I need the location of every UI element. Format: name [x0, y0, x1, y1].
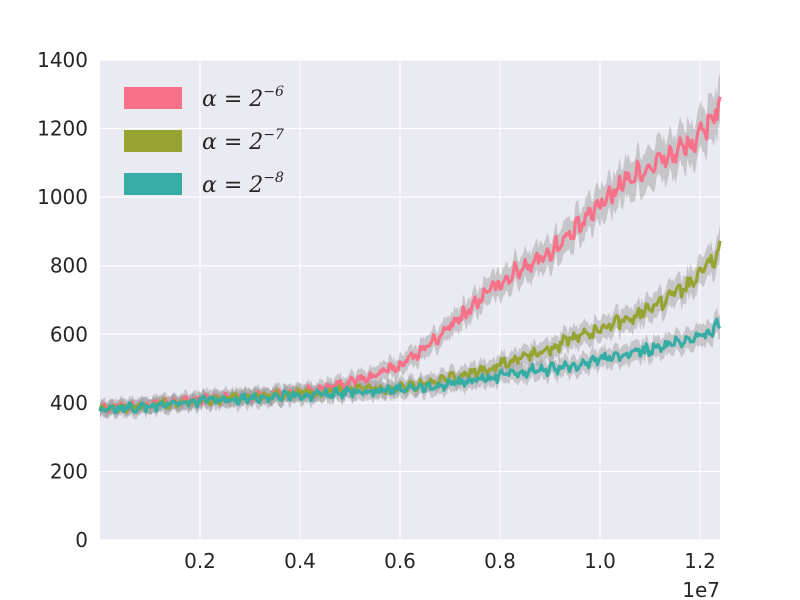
legend-label: α = 2−7 — [202, 127, 284, 155]
x-tick-label: 1.2 — [684, 549, 716, 573]
y-tick-label: 200 — [50, 459, 88, 483]
y-tick-label: 800 — [50, 254, 88, 278]
legend-label: α = 2−6 — [202, 84, 284, 112]
legend-label: α = 2−8 — [202, 170, 284, 198]
legend-swatch — [124, 130, 182, 152]
y-tick-label: 0 — [75, 528, 88, 552]
x-multiplier-label: 1e7 — [682, 578, 720, 600]
y-tick-label: 1000 — [37, 185, 88, 209]
y-tick-label: 1200 — [37, 117, 88, 141]
x-tick-label: 0.6 — [384, 549, 416, 573]
x-tick-label: 0.8 — [484, 549, 516, 573]
x-tick-labels: 0.2 0.4 0.6 0.8 1.0 1.2 — [184, 549, 716, 573]
legend-swatch — [124, 173, 182, 195]
legend: α = 2−6 α = 2−7 α = 2−8 — [124, 84, 284, 198]
y-tick-label: 1400 — [37, 48, 88, 72]
grid — [100, 59, 720, 541]
plot-background — [100, 60, 720, 540]
series-band — [100, 72, 720, 420]
x-tick-label: 0.2 — [184, 549, 216, 573]
x-tick-label: 0.4 — [284, 549, 316, 573]
series-band — [100, 307, 720, 420]
y-tick-labels: 0 200 400 600 800 1000 1200 1400 — [37, 48, 88, 552]
y-tick-label: 400 — [50, 391, 88, 415]
x-tick-label: 1.0 — [584, 549, 616, 573]
legend-swatch — [124, 87, 182, 109]
series-lines — [98, 96, 722, 415]
series-line — [98, 317, 722, 415]
y-tick-label: 600 — [50, 322, 88, 346]
